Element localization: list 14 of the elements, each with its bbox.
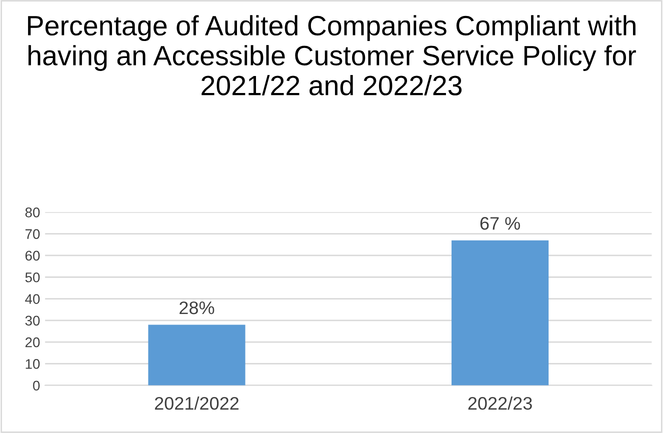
- y-tick-label: 60: [25, 250, 40, 261]
- x-tick-label: 2021/2022: [154, 396, 239, 410]
- y-tick-label: 20: [25, 337, 40, 348]
- y-tick-label: 80: [25, 208, 40, 218]
- y-tick-label: 40: [25, 294, 40, 304]
- x-tick-label: 2022/23: [468, 396, 532, 410]
- y-tick-label: 10: [26, 359, 40, 369]
- data-label: 28%: [180, 301, 214, 314]
- data-label: 67 %: [480, 217, 520, 230]
- chart-title: Percentage of Audited Companies Compliant with having an Accessible Customer Service Policy for 2021/22 and 2022/23: [28, 15, 636, 96]
- y-tick-label: 50: [25, 272, 40, 282]
- y-tick-label: 70: [25, 229, 40, 239]
- y-tick-label: 0: [33, 380, 40, 391]
- y-tick-label: 30: [25, 316, 40, 326]
